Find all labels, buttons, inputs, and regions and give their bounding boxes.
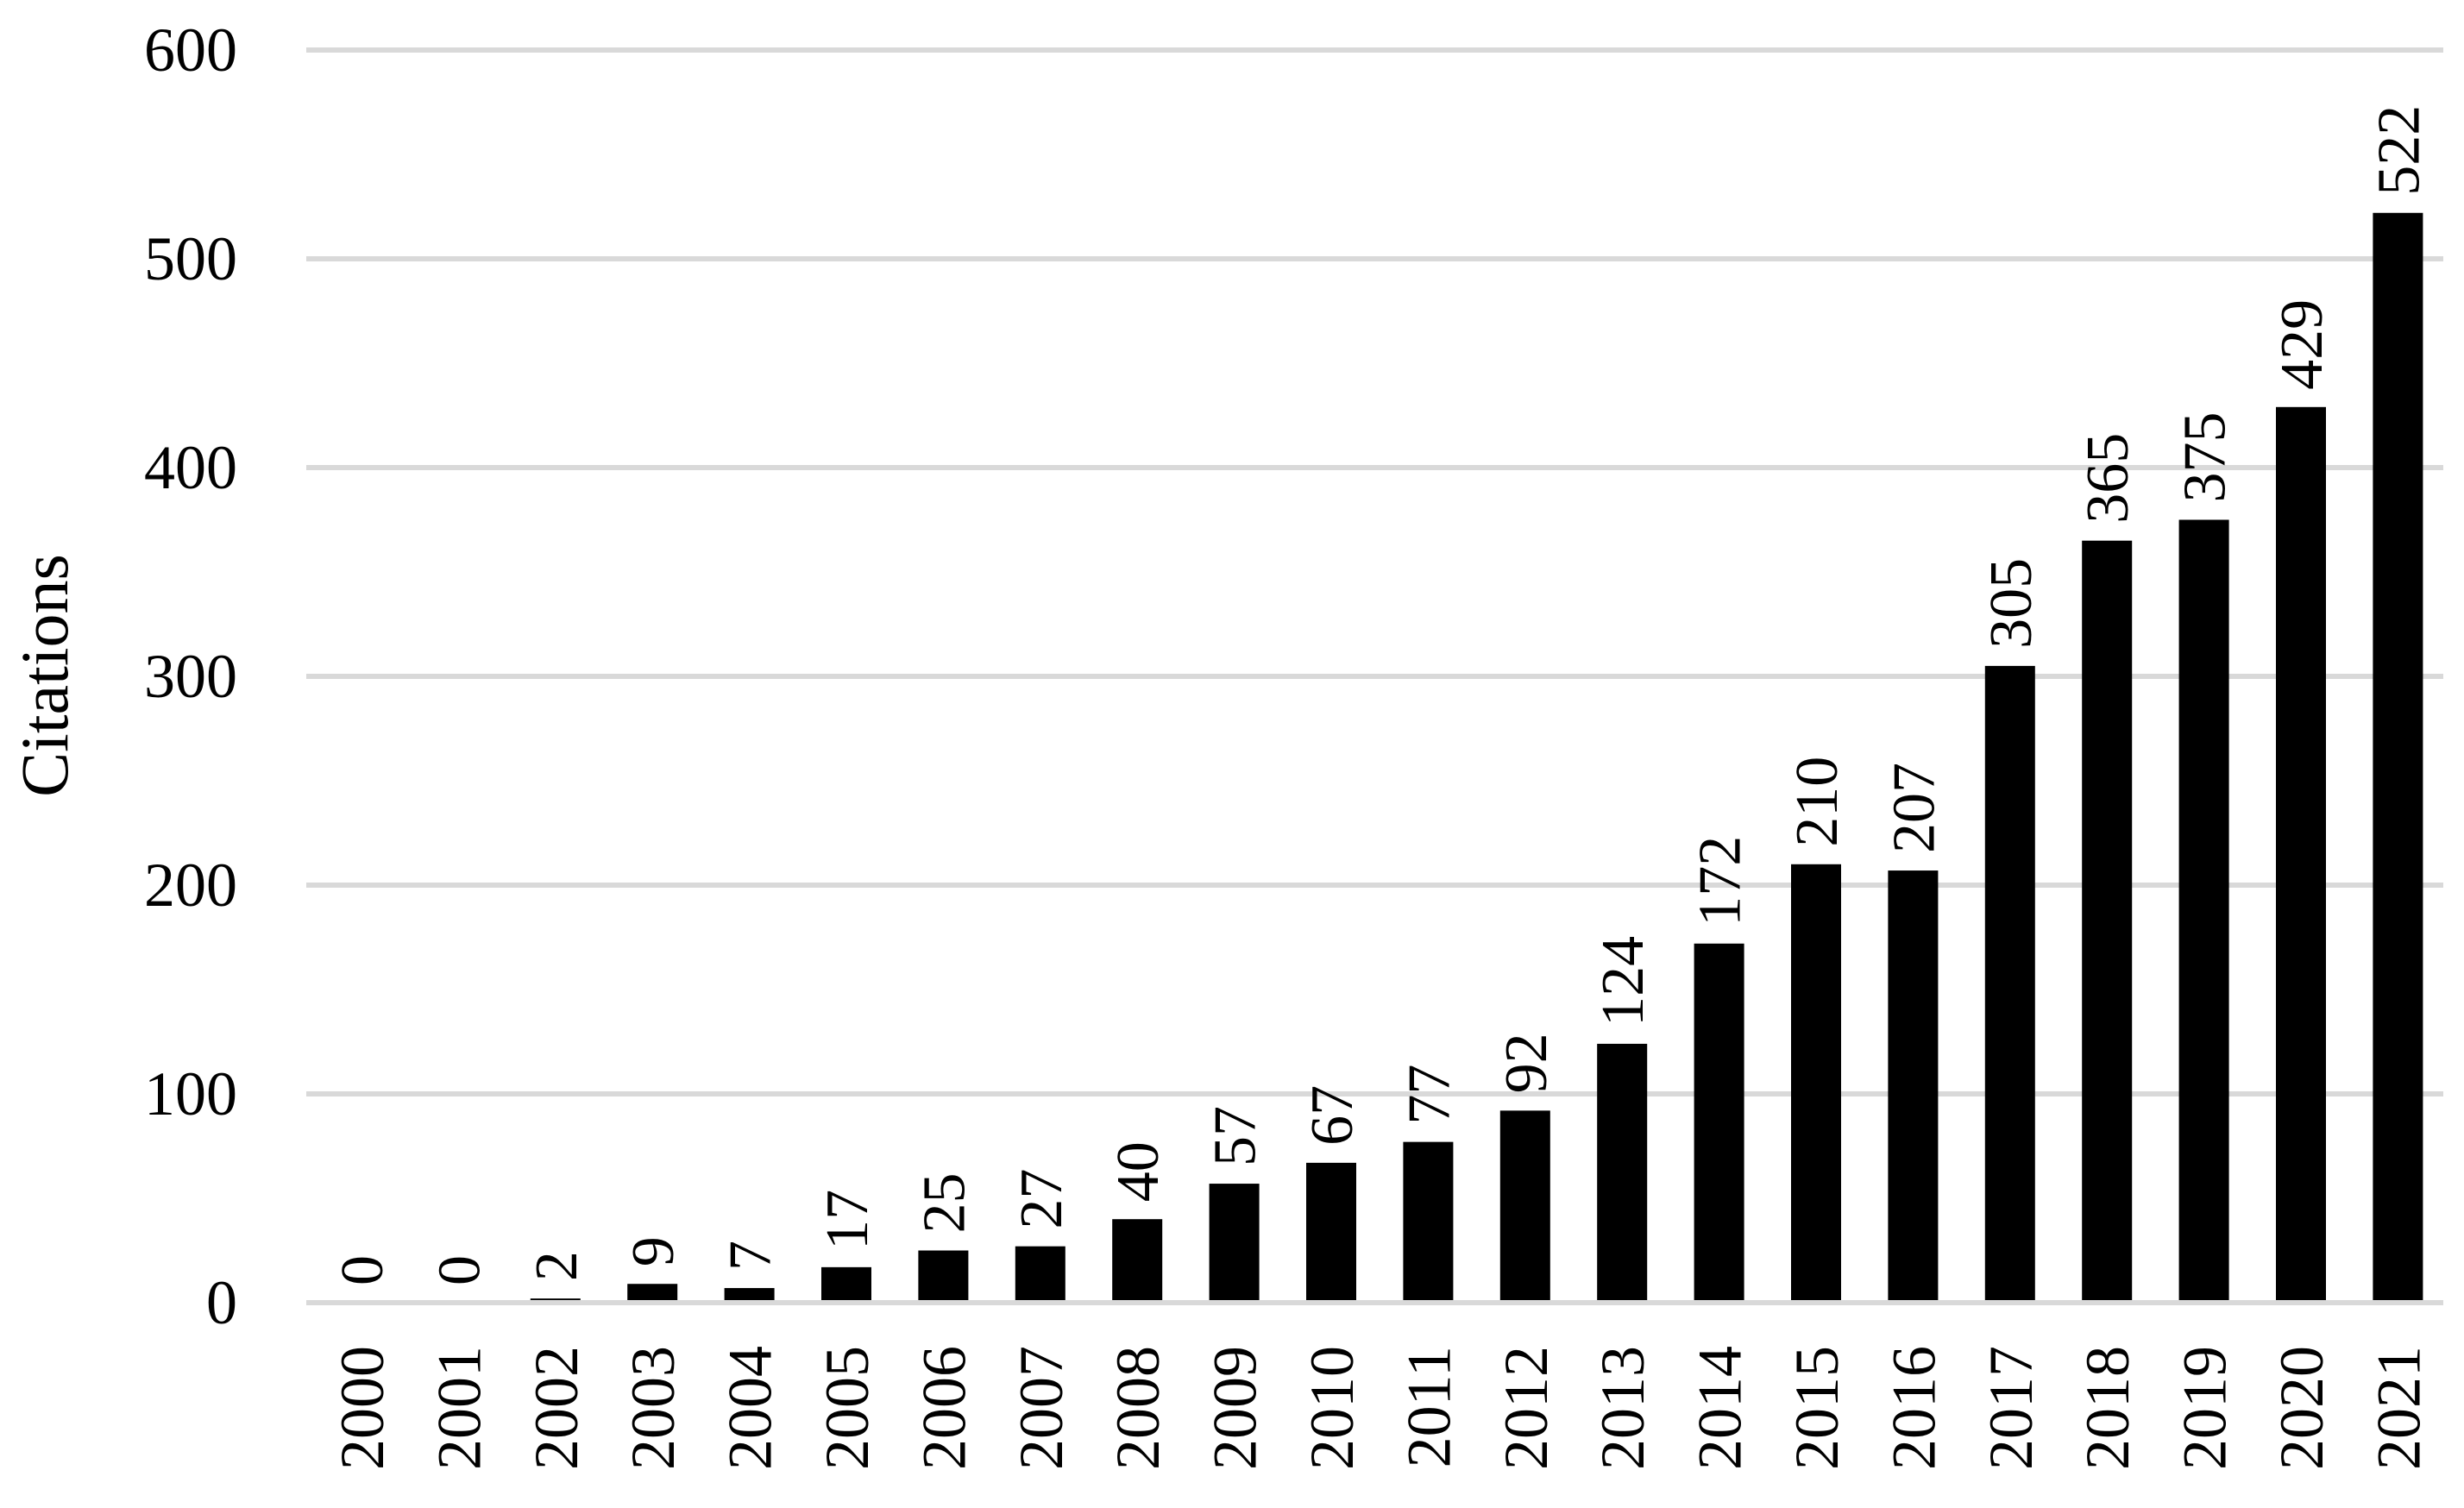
bar-2009 — [1209, 1184, 1260, 1300]
data-label-2004: 7 — [718, 1241, 784, 1271]
y-tick-label: 100 — [144, 1059, 237, 1128]
x-tick-label-2018: 2018 — [2073, 1346, 2142, 1470]
x-tick-label-2007: 2007 — [1007, 1346, 1076, 1470]
bar-2011 — [1403, 1141, 1454, 1300]
bar-2020 — [2276, 406, 2326, 1300]
data-label-2019: 375 — [2172, 412, 2239, 503]
data-label-2003: 9 — [620, 1236, 687, 1266]
data-label-2015: 210 — [1784, 757, 1851, 847]
bar-2002 — [530, 1298, 581, 1300]
x-tick-label-2011: 2011 — [1394, 1346, 1463, 1467]
data-label-2009: 57 — [1203, 1106, 1269, 1166]
bars — [530, 212, 2423, 1300]
data-label-2014: 172 — [1688, 836, 1754, 927]
y-tick-labels: 0 100 200 300 400 500 600 — [144, 16, 237, 1337]
x-tick-label-2019: 2019 — [2171, 1346, 2240, 1470]
x-tick-label-2004: 2004 — [716, 1346, 785, 1470]
bar-2014 — [1694, 943, 1744, 1300]
x-tick-label-2017: 2017 — [1977, 1346, 2046, 1470]
x-tick-label-2010: 2010 — [1298, 1346, 1367, 1470]
data-label-2018: 365 — [2075, 433, 2141, 524]
y-tick-label: 200 — [144, 851, 237, 920]
data-label-2010: 67 — [1299, 1085, 1366, 1146]
bar-2006 — [918, 1250, 969, 1300]
bar-2005 — [821, 1266, 871, 1300]
bar-2012 — [1499, 1110, 1550, 1300]
data-label-2001: 0 — [426, 1255, 493, 1285]
bar-2013 — [1597, 1043, 1648, 1300]
bar-2016 — [1888, 870, 1939, 1300]
x-tick-labels: 2000 2001 2002 2003 2004 2005 2006 2007 2008 2009… — [328, 1346, 2433, 1470]
x-tick-label-2006: 2006 — [909, 1346, 978, 1470]
data-label-2006: 25 — [911, 1173, 977, 1234]
gridlines — [306, 47, 2443, 1305]
data-label-2012: 92 — [1493, 1033, 1560, 1093]
bar-2017 — [1984, 665, 2035, 1300]
x-tick-label-2002: 2002 — [522, 1346, 591, 1470]
bar-2003 — [627, 1284, 678, 1300]
bar-2021 — [2373, 212, 2423, 1300]
data-label-2002: 2 — [524, 1251, 590, 1281]
y-tick-label: 0 — [206, 1268, 237, 1337]
data-labels: 0 0 2 9 7 17 25 27 40 57 67 77 92 124 172 210 207 305 365 3… — [330, 105, 2432, 1285]
data-label-2020: 429 — [2269, 299, 2335, 390]
data-label-2013: 124 — [1590, 936, 1656, 1027]
y-tick-label: 300 — [144, 642, 237, 711]
bar-2004 — [724, 1288, 775, 1300]
x-tick-label-2005: 2005 — [813, 1346, 882, 1470]
y-tick-label: 500 — [144, 224, 237, 293]
x-tick-label-2009: 2009 — [1201, 1346, 1270, 1470]
x-tick-label-2003: 2003 — [619, 1346, 688, 1470]
x-tick-label-2021: 2021 — [2364, 1346, 2433, 1470]
data-label-2017: 305 — [1978, 558, 2045, 649]
x-tick-label-2000: 2000 — [328, 1346, 397, 1470]
x-tick-label-2015: 2015 — [1782, 1346, 1851, 1470]
bar-2018 — [2082, 540, 2133, 1300]
x-tick-label-2012: 2012 — [1492, 1346, 1561, 1470]
x-tick-label-2016: 2016 — [1879, 1346, 1948, 1470]
data-label-2021: 522 — [2366, 105, 2432, 196]
data-label-2008: 40 — [1105, 1141, 1172, 1202]
y-tick-label: 400 — [144, 433, 237, 502]
bar-2019 — [2178, 519, 2229, 1300]
x-tick-label-2020: 2020 — [2267, 1346, 2336, 1470]
data-label-2005: 17 — [814, 1190, 881, 1250]
data-label-2016: 207 — [1881, 763, 1947, 853]
x-tick-label-2014: 2014 — [1686, 1346, 1755, 1470]
bar-2008 — [1112, 1219, 1163, 1300]
y-tick-label: 600 — [144, 16, 237, 85]
data-label-2011: 77 — [1396, 1065, 1462, 1125]
bar-2007 — [1015, 1246, 1065, 1300]
data-label-2000: 0 — [330, 1255, 396, 1285]
bar-2015 — [1791, 864, 1841, 1300]
data-label-2007: 27 — [1009, 1169, 1075, 1229]
bar-2010 — [1306, 1162, 1356, 1300]
x-tick-label-2013: 2013 — [1588, 1346, 1657, 1470]
x-tick-label-2001: 2001 — [424, 1346, 493, 1470]
y-axis-label: Citations — [7, 554, 82, 797]
x-tick-label-2008: 2008 — [1103, 1346, 1172, 1470]
